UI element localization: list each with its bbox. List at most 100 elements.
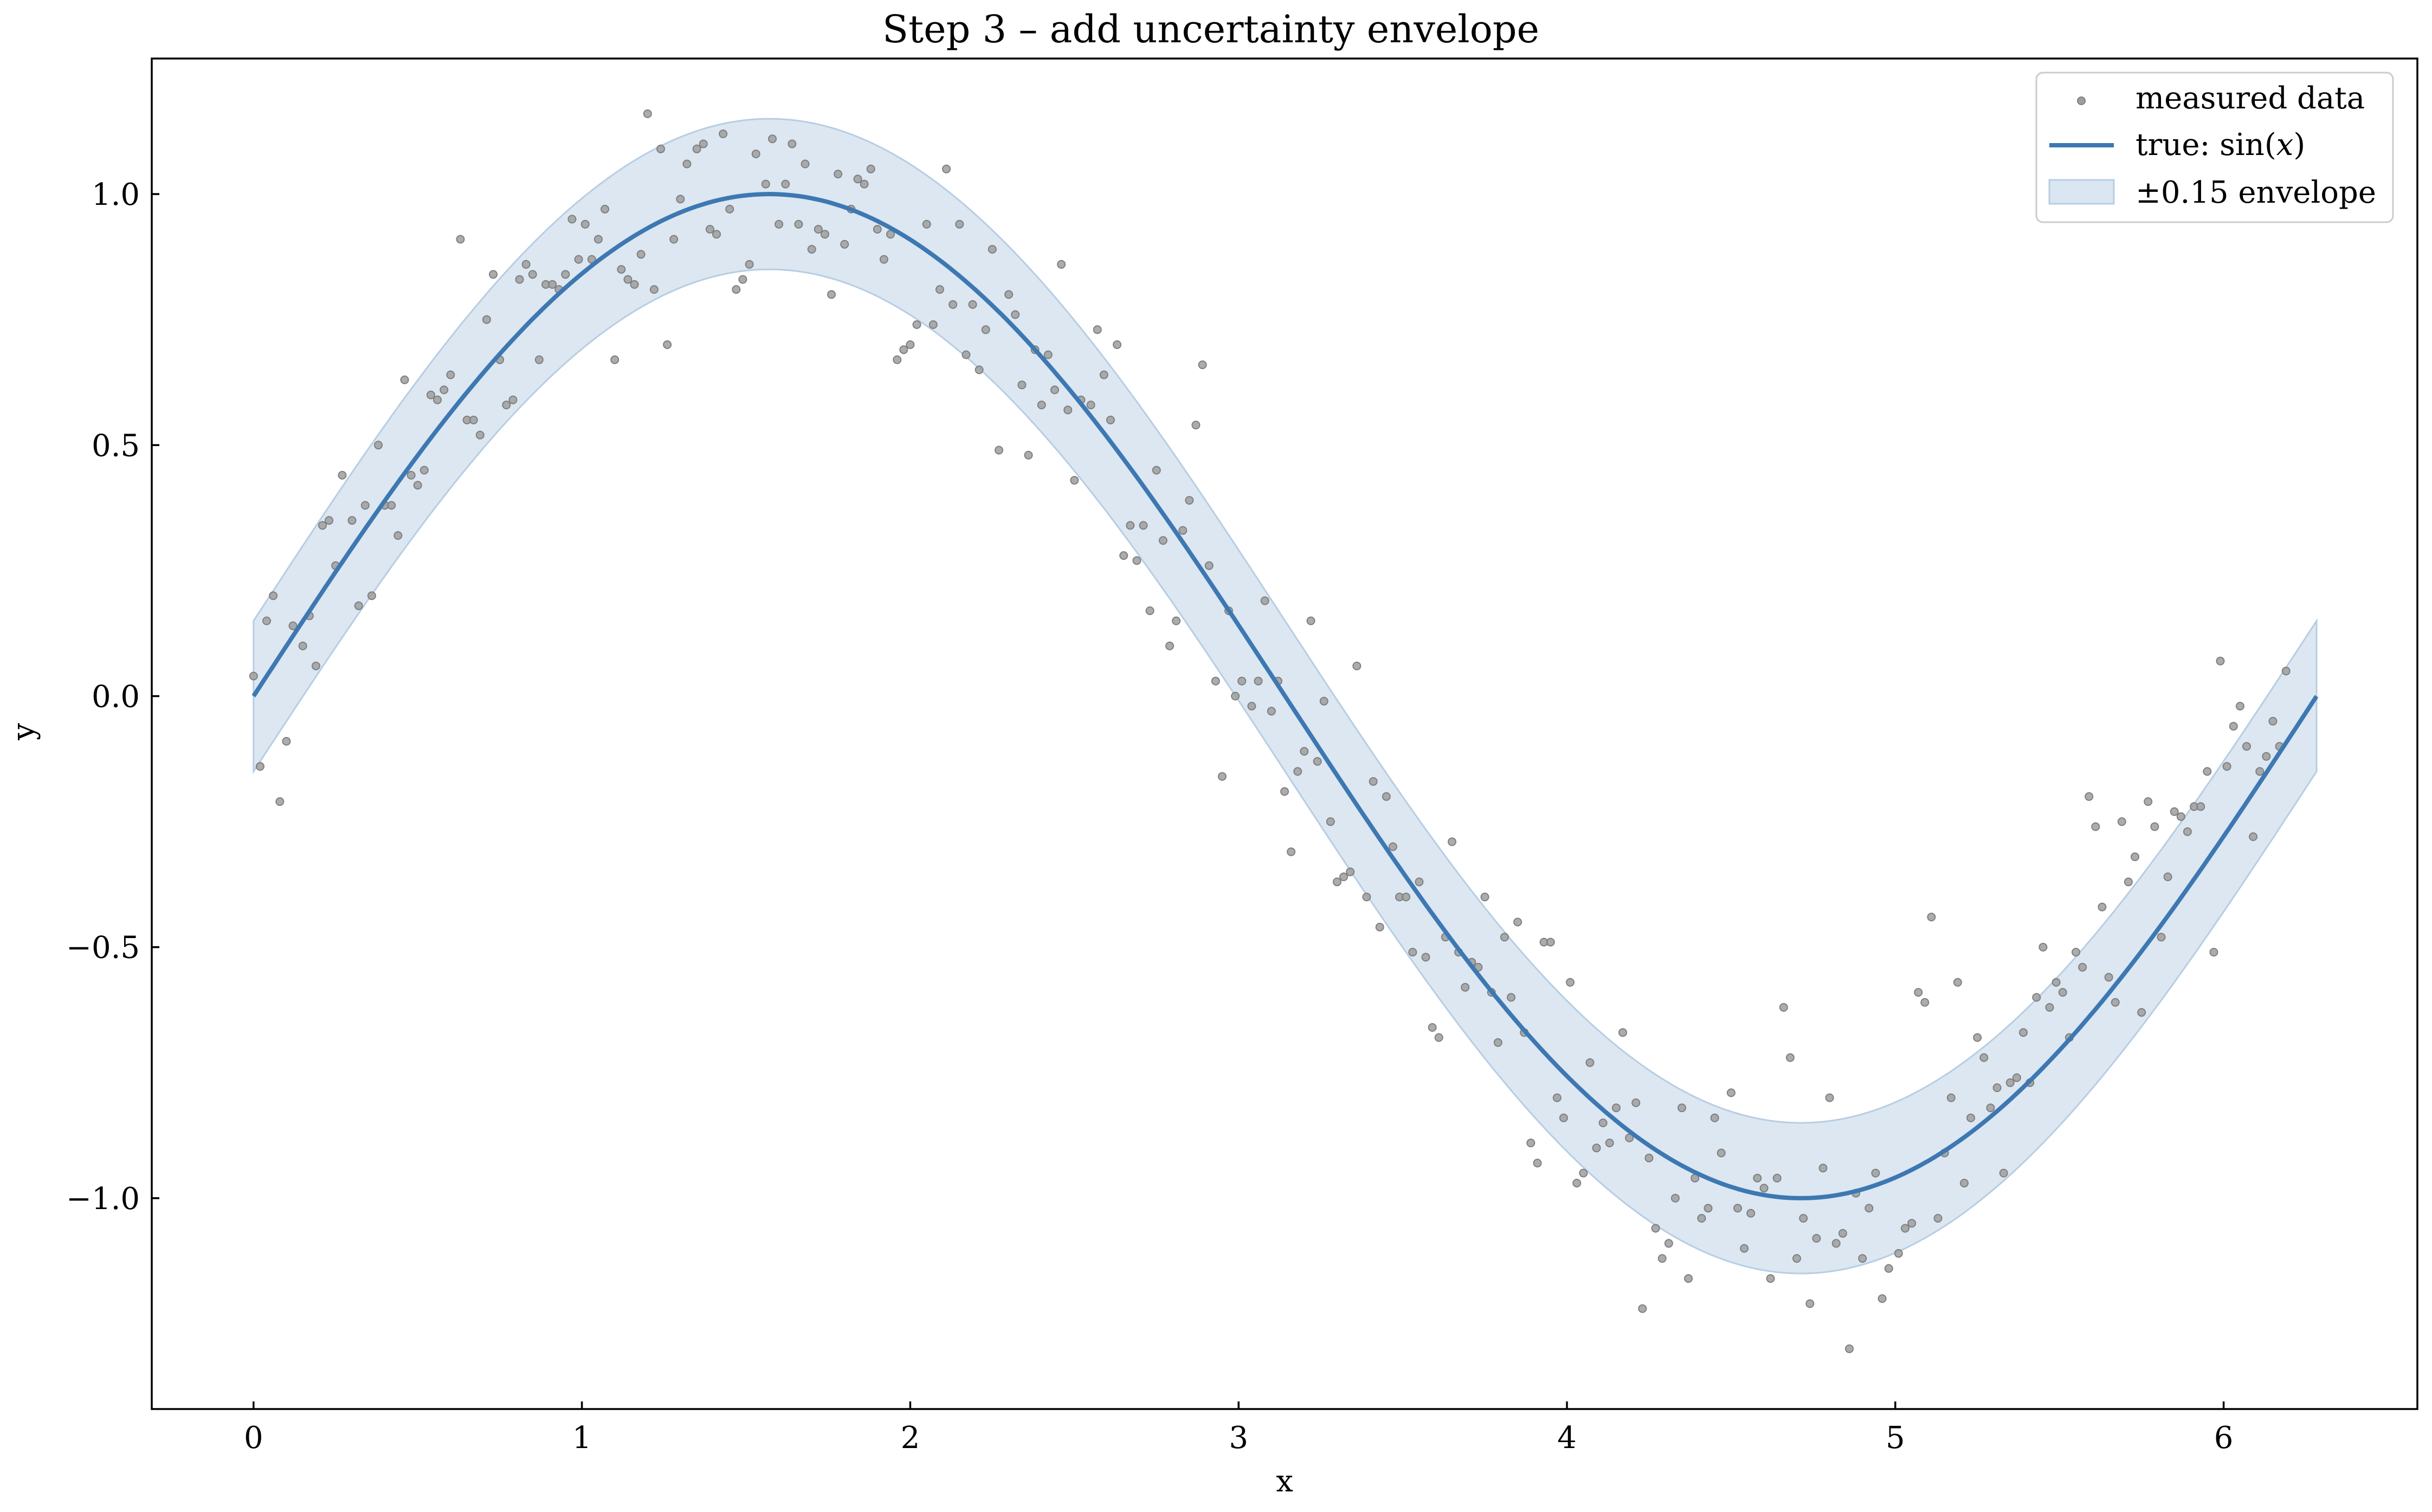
scatter-point [801, 159, 810, 169]
scatter-point [1004, 290, 1014, 299]
scatter-point [1165, 641, 1174, 650]
scatter-point [1017, 380, 1027, 390]
scatter-point [1306, 616, 1315, 625]
scatter-point [1513, 917, 1523, 927]
scatter-point [1428, 1023, 1437, 1032]
scatter-point [879, 255, 888, 264]
scatter-point [725, 204, 734, 214]
scatter-point [255, 762, 265, 771]
scatter-point [2078, 962, 2087, 972]
scatter-point [1287, 847, 1296, 856]
scatter-point [1132, 556, 1141, 565]
scatter-point [768, 134, 777, 144]
scatter-point [1894, 1249, 1903, 1258]
scatter-point [834, 170, 843, 179]
scatter-point [374, 441, 383, 450]
scatter-point [2176, 812, 2185, 821]
scatter-point [649, 285, 659, 294]
scatter-point [981, 325, 990, 334]
scatter-point [269, 591, 278, 600]
scatter-point [1920, 998, 1930, 1007]
scatter-point [955, 219, 964, 229]
scatter-point [298, 641, 307, 650]
scatter-point [400, 375, 409, 384]
legend-marker-measured [2077, 96, 2086, 105]
scatter-point [1057, 260, 1066, 269]
scatter-point [2045, 1003, 2054, 1012]
scatter-point [1717, 1148, 1726, 1158]
scatter-point [663, 340, 672, 349]
x-ticks: 0 1 2 3 4 5 6 [244, 1401, 2233, 1456]
scatter-point [962, 350, 971, 359]
scatter-point [1326, 817, 1335, 826]
scatter-point [2012, 1073, 2021, 1082]
scatter-point [1901, 1224, 1910, 1233]
scatter-point [1865, 1204, 1874, 1213]
scatter-point [1858, 1254, 1867, 1263]
scatter-point [413, 481, 422, 490]
scatter-point [1986, 1103, 1995, 1113]
scatter-point [1825, 1093, 1834, 1102]
scatter-point [1625, 1133, 1634, 1142]
scatter-point [761, 179, 770, 189]
scatter-point [873, 225, 882, 234]
scatter-point [2281, 667, 2291, 676]
scatter-point [318, 521, 327, 530]
scatter-point [1766, 1274, 1775, 1283]
true-sine-line [251, 192, 2319, 1200]
scatter-point [1792, 1254, 1801, 1263]
scatter-point [1871, 1168, 1880, 1178]
scatter-point [719, 130, 728, 138]
scatter-point [1172, 616, 1181, 625]
scatter-point [1838, 1229, 1847, 1238]
scatter-point [814, 225, 823, 234]
scatter-point [807, 245, 816, 254]
scatter-point [1552, 1093, 1562, 1102]
scatter-point [1421, 953, 1430, 962]
x-tick-label: 0 [244, 1420, 263, 1456]
scatter-point [347, 516, 357, 525]
scatter-point [2242, 742, 2251, 751]
scatter-point [2209, 948, 2218, 957]
scatter-point [656, 144, 665, 153]
scatter-point [1572, 1179, 1582, 1188]
scatter-point [2019, 1028, 2028, 1037]
scatter-point [1799, 1214, 1808, 1223]
scatter-point [2058, 988, 2067, 997]
scatter-point [1448, 837, 1456, 847]
scatter-point [1933, 1214, 1943, 1223]
scatter-point [1598, 1119, 1608, 1127]
scatter-point [922, 219, 931, 229]
scatter-point [2222, 762, 2231, 771]
scatter-point [574, 255, 583, 264]
scatter-point [446, 370, 455, 379]
scatter-point [1999, 1168, 2008, 1178]
scatter-point [325, 516, 334, 525]
scatter-point [2072, 948, 2080, 957]
scatter-point [1684, 1274, 1693, 1283]
scatter-point [2262, 752, 2271, 761]
scatter-point [1211, 676, 1220, 686]
scatter-point [548, 280, 557, 289]
scatter-point [502, 400, 511, 410]
y-tick-label: −0.5 [66, 931, 140, 966]
scatter-point [1158, 536, 1167, 545]
x-tick-label: 4 [1557, 1420, 1577, 1456]
scatter-point [699, 139, 708, 148]
scatter-point [1960, 1179, 1969, 1188]
scatter-point [1254, 676, 1263, 686]
scatter-point [288, 621, 298, 630]
scatter-point [1313, 757, 1322, 766]
scatter-point [482, 315, 491, 324]
scatter-point [1818, 1164, 1828, 1173]
scatter-point [1126, 521, 1135, 530]
scatter-point [899, 345, 908, 354]
scatter-point [2137, 1008, 2146, 1017]
scatter-point [1733, 1204, 1742, 1213]
scatter-point [1293, 767, 1302, 776]
scatter-point [2268, 716, 2278, 726]
scatter-point [1185, 496, 1194, 505]
scatter-point [1746, 1209, 1756, 1218]
scatter-point [2163, 873, 2172, 881]
scatter-point [508, 395, 518, 404]
